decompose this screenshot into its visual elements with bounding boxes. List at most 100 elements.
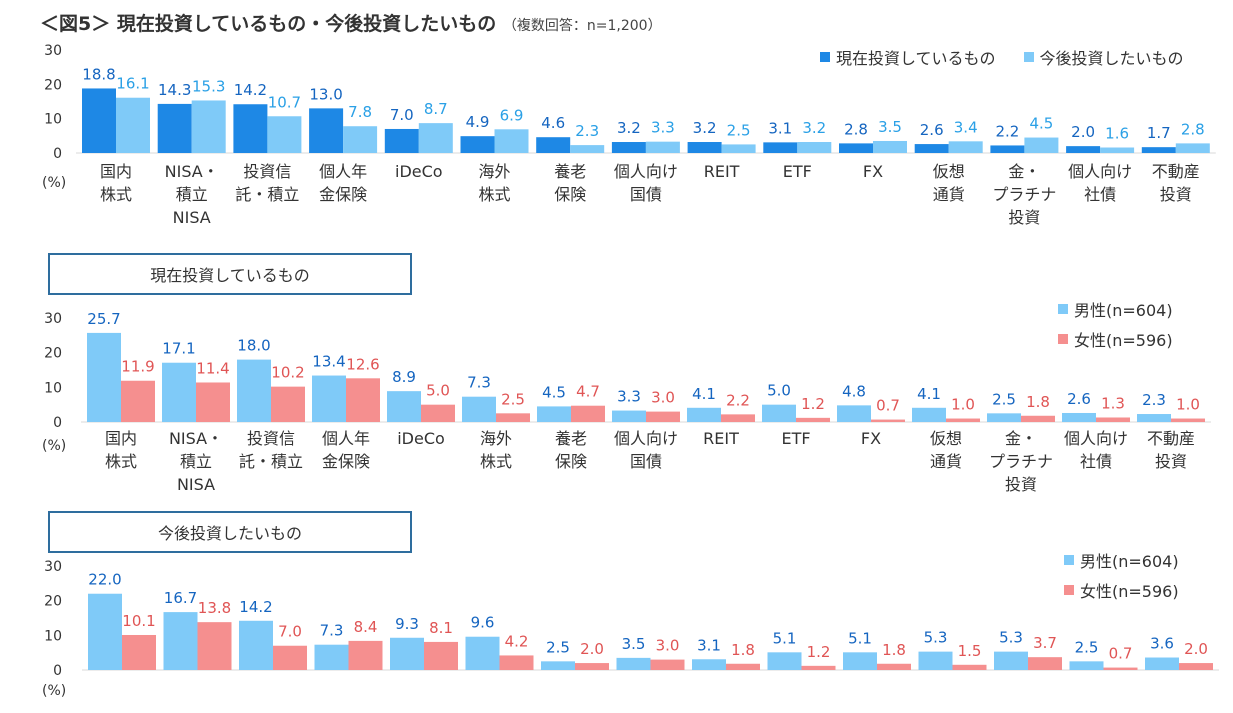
x-category-label: 養老: [555, 429, 587, 448]
x-category-label: 投資信: [247, 429, 295, 448]
bar-s2: [1179, 663, 1213, 670]
bar-s1: [837, 405, 871, 422]
bar-value-label: 4.5: [1029, 115, 1053, 133]
x-category-label: 株式: [100, 185, 132, 204]
bar-value-label: 0.7: [1109, 645, 1133, 663]
bar-value-label: 0.7: [876, 397, 900, 415]
bar-value-label: 4.7: [576, 383, 600, 401]
bar-value-label: 14.2: [239, 598, 272, 616]
x-category-label: 社債: [1084, 185, 1116, 204]
bar-value-label: 3.5: [878, 118, 902, 136]
bar-s2: [1175, 143, 1210, 153]
x-category-label: 株式: [478, 185, 510, 204]
bar-value-label: 3.0: [651, 389, 675, 407]
bar-value-label: 4.5: [542, 383, 566, 401]
bar-value-label: 3.0: [656, 637, 680, 655]
bar-s2: [801, 665, 836, 670]
bar-s1: [384, 128, 419, 153]
x-category-label: NISA・: [165, 162, 219, 181]
bar-s2: [877, 663, 911, 670]
legend-swatch-male: [1058, 304, 1068, 314]
bar-value-label: 3.1: [697, 636, 721, 654]
bar-s1: [763, 142, 798, 153]
bar-value-label: 1.6: [1105, 125, 1129, 143]
bar-value-label: 3.1: [768, 119, 792, 137]
bar-s2: [645, 141, 680, 153]
x-category-label: 株式: [480, 452, 512, 471]
bar-value-label: 8.1: [429, 619, 453, 637]
x-category-label: ETF: [783, 162, 812, 181]
y-tick-label: 20: [44, 594, 62, 610]
bar-s2: [646, 411, 680, 422]
bar-value-label: 1.2: [807, 643, 831, 661]
bar-value-label: 3.2: [693, 119, 717, 137]
section-current-box: 現在投資しているもの: [48, 253, 412, 295]
bar-value-label: 5.0: [767, 382, 791, 400]
legend-swatch-female: [1058, 334, 1068, 344]
x-category-label: 投資: [1160, 185, 1192, 204]
bar-value-label: 11.9: [121, 358, 154, 376]
legend-swatch-future: [1023, 52, 1034, 62]
bar-s1: [914, 144, 949, 153]
y-tick-label: 20: [44, 346, 62, 362]
bar-s1: [1069, 661, 1104, 670]
x-category-label: 社債: [1080, 452, 1112, 471]
bar-s1: [918, 651, 953, 670]
bar-value-label: 3.7: [1033, 634, 1057, 652]
bar-value-label: 5.3: [999, 629, 1023, 647]
bar-value-label: 1.0: [1176, 396, 1200, 414]
bar-s2: [873, 140, 907, 153]
bar-s1: [687, 142, 722, 153]
legend-item-female-future: 女性(n=596): [1064, 578, 1179, 602]
bar-value-label: 14.3: [158, 81, 191, 99]
bar-value-label: 7.0: [278, 623, 302, 641]
bar-s2: [122, 634, 156, 670]
bar-s2: [196, 382, 230, 422]
x-category-label: 通貨: [930, 452, 962, 471]
x-category-label: 国債: [630, 185, 662, 204]
x-category-label: iDeCo: [397, 429, 445, 448]
bar-value-label: 2.3: [1142, 391, 1166, 409]
bar-value-label: 3.2: [617, 119, 641, 137]
bar-value-label: 18.8: [82, 65, 115, 83]
x-category-label: 海外: [480, 429, 512, 448]
bar-s1: [990, 145, 1025, 153]
x-category-label: 個人向け: [614, 429, 678, 448]
x-category-label: REIT: [703, 429, 739, 448]
bar-s2: [1096, 417, 1130, 422]
y-tick-label: 30: [44, 43, 62, 59]
x-category-label: 不動産: [1152, 162, 1200, 181]
legend-swatch-male-future: [1064, 555, 1074, 565]
x-category-label: 仮想: [933, 162, 965, 181]
bar-s2: [650, 659, 685, 670]
bar-value-label: 2.8: [844, 120, 868, 138]
bar-s2: [348, 640, 383, 670]
bar-value-label: 1.8: [1026, 393, 1050, 411]
bar-s2: [496, 413, 530, 422]
bar-s1: [537, 406, 571, 422]
y-tick-label: 10: [44, 628, 62, 644]
x-category-label: NISA: [177, 475, 215, 494]
bar-s1: [88, 593, 122, 670]
bar-s2: [1100, 147, 1135, 153]
y-tick-label: 30: [44, 311, 62, 327]
y-tick-label: 10: [44, 380, 62, 396]
bar-value-label: 2.5: [727, 121, 751, 139]
bar-s2: [575, 663, 609, 670]
bar-s2: [346, 378, 380, 422]
bar-value-label: 10.1: [122, 612, 155, 630]
bar-value-label: 9.6: [471, 614, 495, 632]
bar-value-label: 1.3: [1101, 394, 1125, 412]
bar-value-label: 8.4: [354, 618, 378, 636]
x-category-label: 託・積立: [235, 185, 299, 204]
x-category-label: 投資: [1008, 208, 1040, 227]
bar-value-label: 1.7: [1147, 124, 1171, 142]
x-category-label: 投資: [1005, 475, 1037, 494]
bar-value-label: 3.6: [1150, 635, 1174, 653]
bar-value-label: 8.9: [392, 368, 416, 386]
x-category-label: FX: [863, 162, 883, 181]
bar-value-label: 8.7: [424, 100, 448, 118]
legend-label-future: 今後投資したいもの: [1039, 49, 1184, 68]
bar-s1: [82, 88, 116, 153]
x-category-label: ETF: [781, 429, 810, 448]
